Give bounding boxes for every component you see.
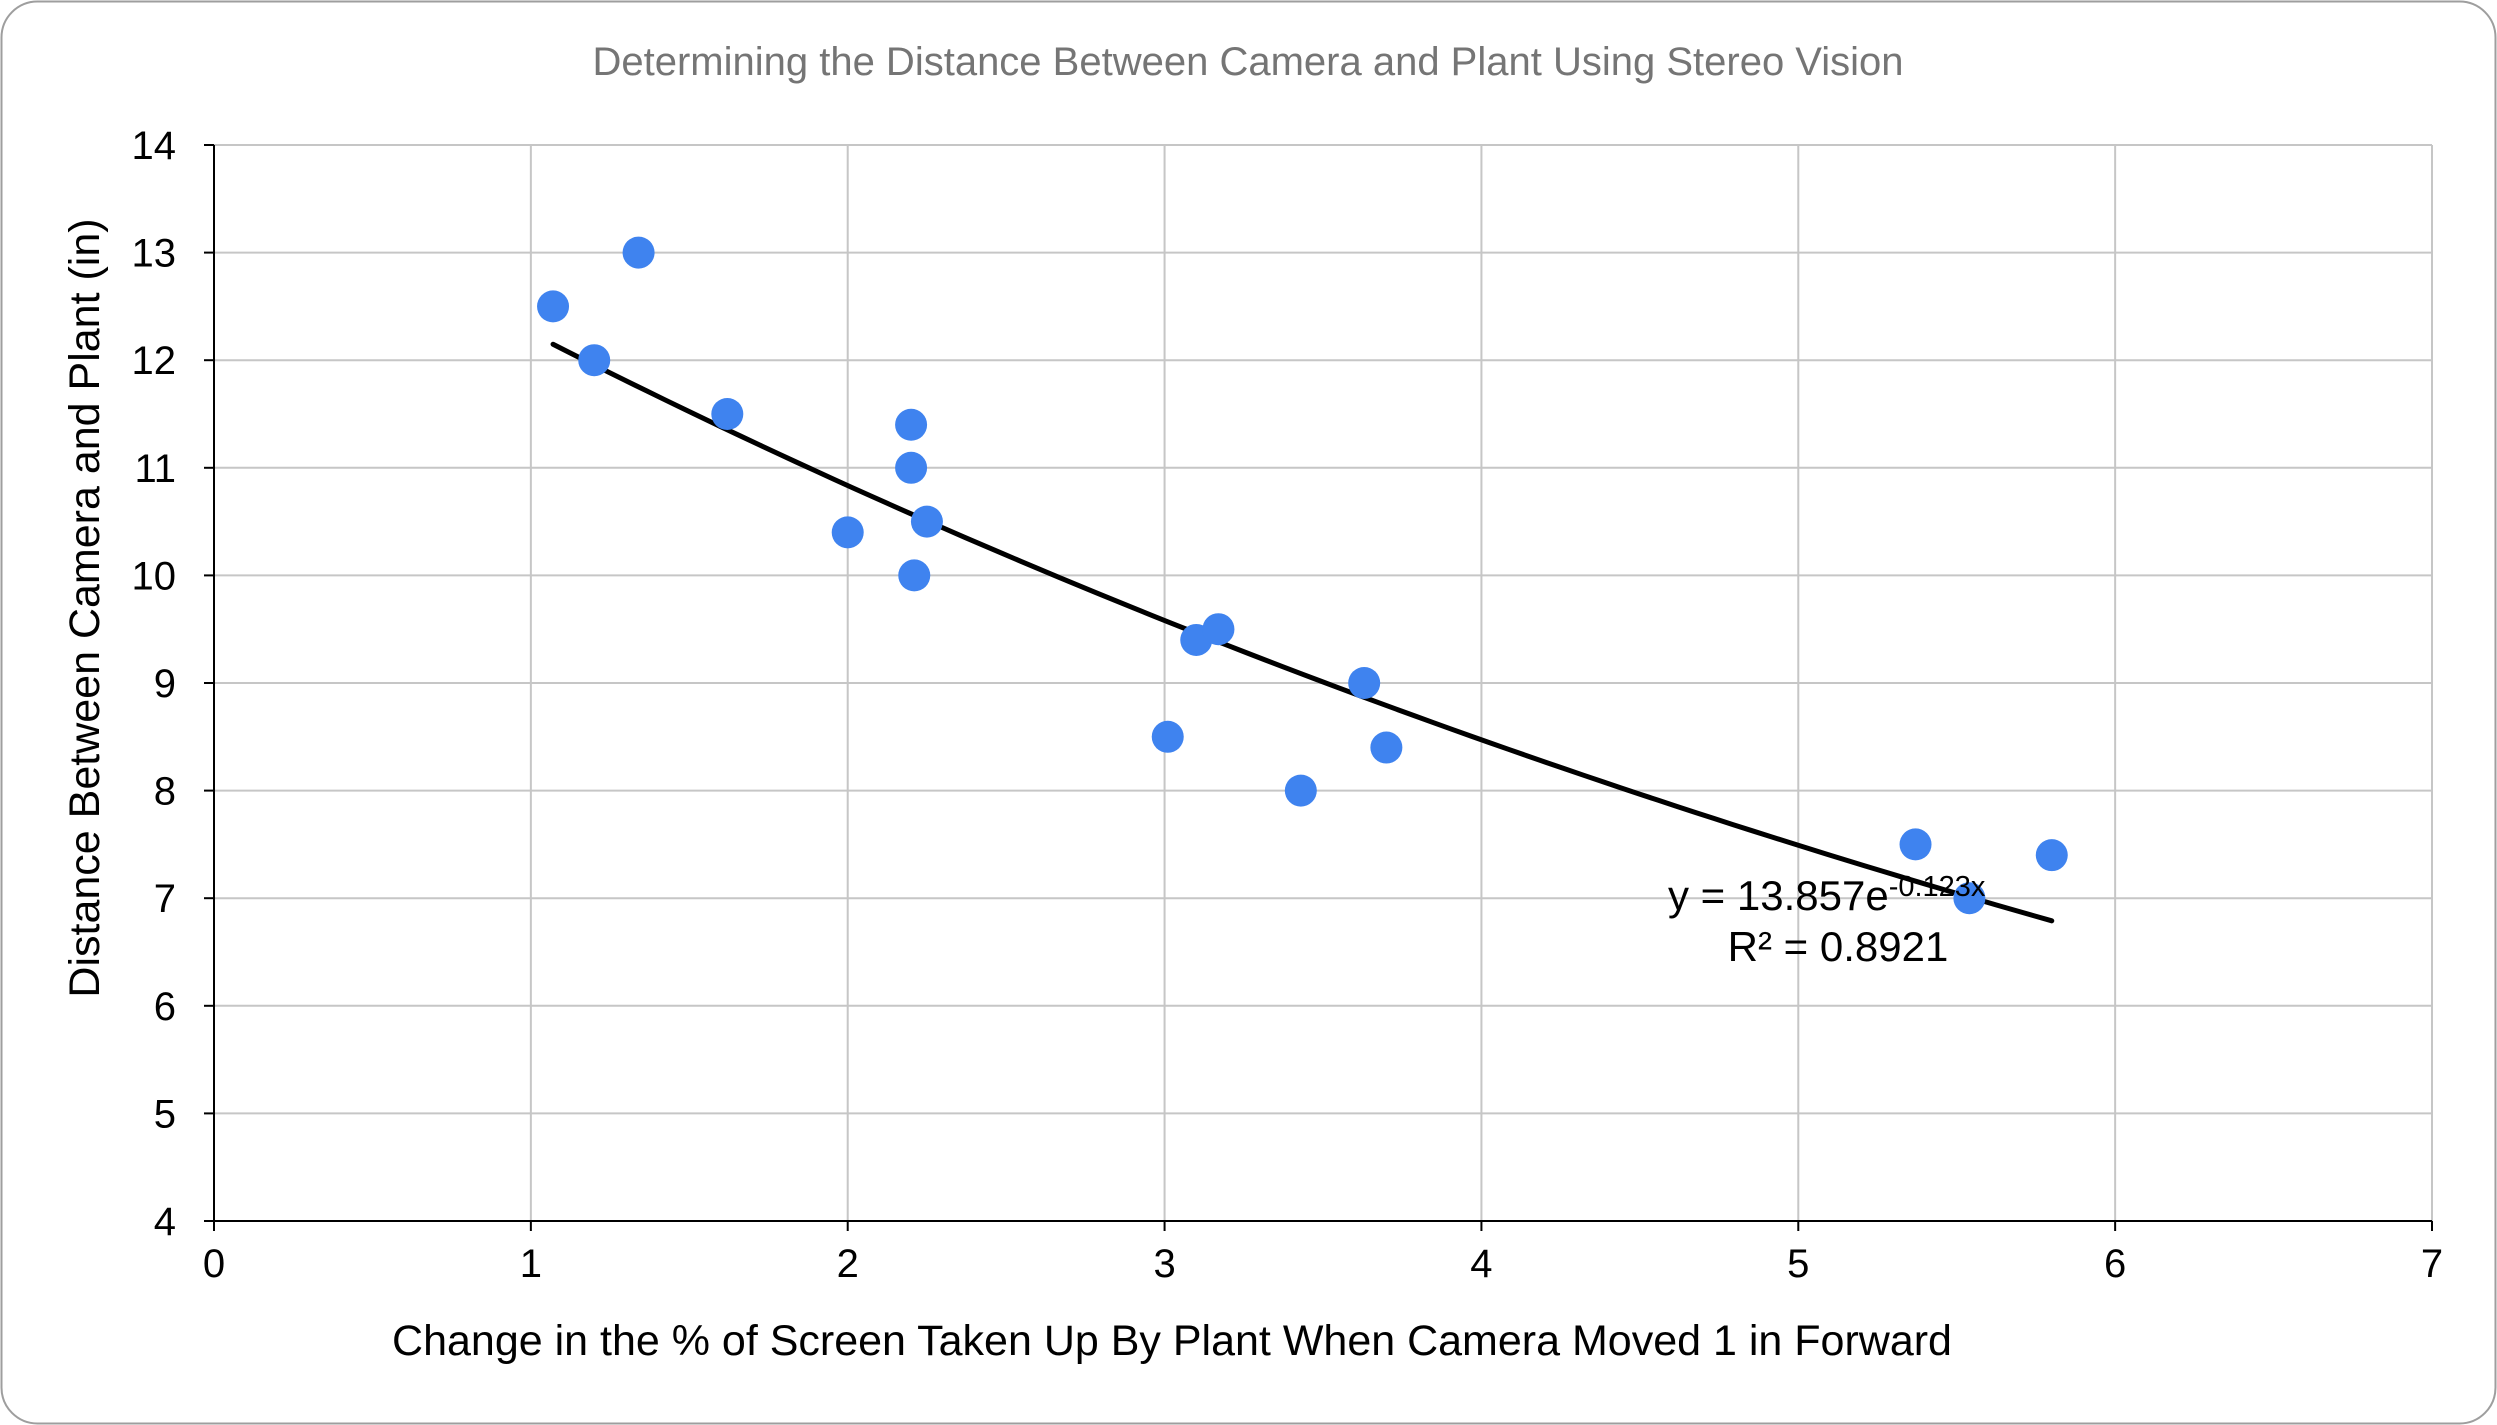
data-points — [537, 236, 2068, 915]
y-axis-title: Distance Between Camera and Plant (in) — [61, 218, 109, 997]
trendline-group — [550, 341, 2055, 924]
x-tick-label: 2 — [837, 1242, 859, 1286]
x-tick-label: 4 — [1470, 1242, 1492, 1286]
y-tick-label: 12 — [132, 339, 177, 383]
y-tick-label: 4 — [154, 1200, 176, 1244]
data-point — [1202, 613, 1235, 646]
y-tick-label: 8 — [154, 770, 176, 814]
data-point — [622, 236, 655, 269]
y-tick-label: 14 — [132, 124, 177, 168]
data-point — [1953, 882, 1986, 915]
trendline — [550, 341, 2055, 924]
x-tick-label: 7 — [2421, 1242, 2443, 1286]
data-point — [578, 344, 611, 377]
chart-title: Determining the Distance Between Camera … — [592, 40, 1903, 84]
data-point — [537, 290, 570, 323]
data-point — [895, 451, 928, 484]
data-point — [895, 408, 928, 441]
data-point — [1899, 828, 1932, 861]
x-tick-label: 3 — [1153, 1242, 1175, 1286]
x-tick-label: 5 — [1787, 1242, 1809, 1286]
data-point — [898, 559, 931, 592]
data-point — [1370, 731, 1403, 764]
y-tick-label: 9 — [154, 662, 176, 706]
data-point — [2035, 839, 2068, 872]
x-axis-ticks: 0 1 2 3 4 5 6 7 — [203, 1221, 2443, 1286]
y-tick-label: 6 — [154, 985, 176, 1029]
data-point — [1151, 720, 1184, 753]
y-tick-label: 13 — [132, 232, 177, 276]
x-tick-label: 6 — [2104, 1242, 2126, 1286]
data-point — [711, 398, 744, 430]
y-tick-label: 5 — [154, 1092, 176, 1136]
trendline-r-squared: R² = 0.8921 — [1728, 923, 1949, 970]
x-axis-title: Change in the % of Screen Taken Up By Pl… — [392, 1317, 1952, 1365]
data-point — [831, 516, 864, 549]
x-tick-label: 1 — [520, 1242, 542, 1286]
trendline-equation-base: y = 13.857e — [1668, 872, 1889, 919]
data-point — [910, 505, 943, 538]
data-point — [1284, 774, 1317, 807]
trendline-equation: y = 13.857e-0.123x — [1668, 871, 1986, 919]
y-tick-label: 11 — [134, 447, 176, 491]
y-tick-label: 10 — [132, 554, 177, 598]
data-point — [1348, 667, 1381, 699]
x-tick-label: 0 — [203, 1242, 225, 1286]
y-axis-ticks: 4 5 6 7 8 9 10 11 12 13 14 — [132, 124, 214, 1244]
trendline-equation-exponent: -0.123x — [1889, 871, 1986, 903]
y-tick-label: 7 — [154, 877, 176, 921]
